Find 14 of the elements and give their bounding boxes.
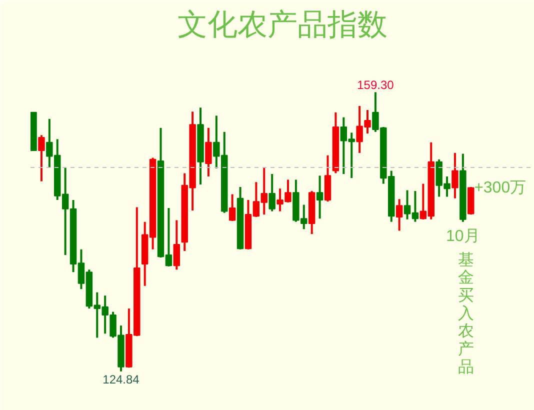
annotation: 124.84 [102,372,140,386]
candlestick [396,198,403,232]
annotation: 10月 [446,228,480,245]
annotation: 159.30 [357,78,394,92]
annotation: +300万 [474,179,526,196]
chart-title: 文化农产品指数 [178,8,388,42]
candlestick [173,219,180,271]
annotation: 基金买入农产品 [458,250,474,376]
candlestick [205,126,212,178]
candlestick [268,173,276,212]
candlestick [452,152,458,200]
candlestick [228,193,236,222]
candlestick [38,134,45,182]
candlestick [316,174,324,220]
